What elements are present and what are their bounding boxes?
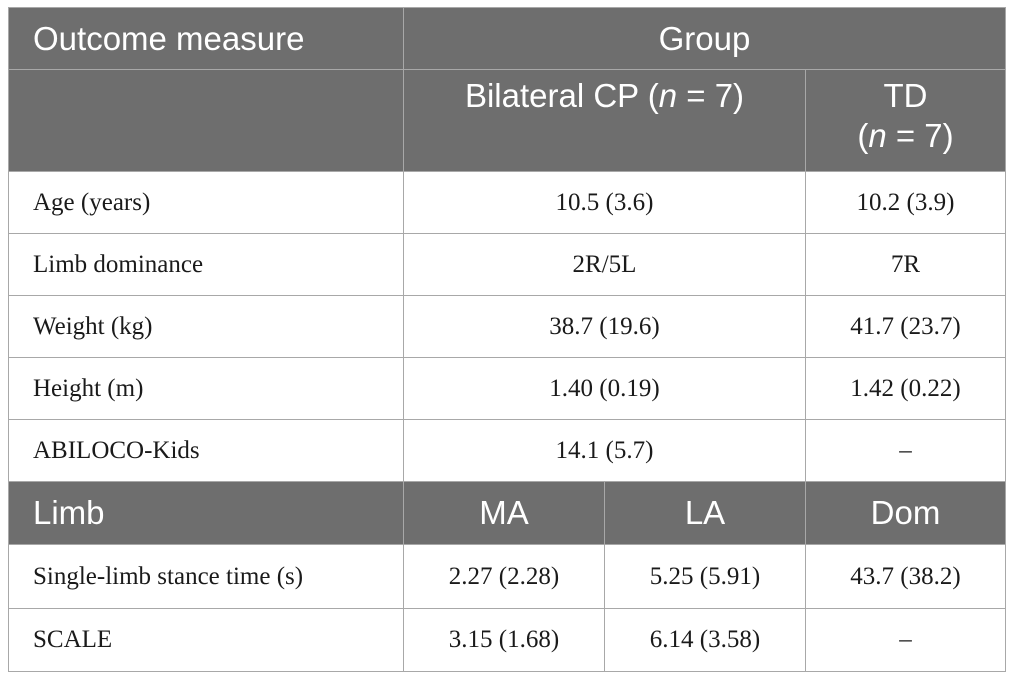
row-label: Limb dominance <box>8 233 404 296</box>
ma-header: MA <box>403 481 605 545</box>
table-row: Single-limb stance time (s) 2.27 (2.28) … <box>8 544 1006 609</box>
row-label: Weight (kg) <box>8 295 404 358</box>
demographics-table: Outcome measure Group Bilateral CP (n = … <box>8 7 1006 672</box>
table-row: Age (years) 10.5 (3.6) 10.2 (3.9) <box>8 171 1006 234</box>
td-value: 1.42 (0.22) <box>805 357 1006 420</box>
table-row: Weight (kg) 38.7 (19.6) 41.7 (23.7) <box>8 295 1006 358</box>
table-row: Height (m) 1.40 (0.19) 1.42 (0.22) <box>8 357 1006 420</box>
td-value: 41.7 (23.7) <box>805 295 1006 358</box>
cp-count: = 7) <box>677 77 745 114</box>
limb-header: Limb <box>8 481 404 545</box>
table-row: SCALE 3.15 (1.68) 6.14 (3.58) – <box>8 608 1006 672</box>
row-label: Age (years) <box>8 171 404 234</box>
td-value: 10.2 (3.9) <box>805 171 1006 234</box>
cp-value: 10.5 (3.6) <box>403 171 806 234</box>
row-label: Height (m) <box>8 357 404 420</box>
td-value: 7R <box>805 233 1006 296</box>
dom-header: Dom <box>805 481 1006 545</box>
bilateral-cp-header: Bilateral CP (n = 7) <box>403 69 806 172</box>
la-value: 6.14 (3.58) <box>604 608 806 672</box>
la-value: 5.25 (5.91) <box>604 544 806 609</box>
row-label: SCALE <box>8 608 404 672</box>
n-symbol: n <box>658 77 678 114</box>
outcome-measure-header: Outcome measure <box>8 7 404 70</box>
cp-value: 2R/5L <box>403 233 806 296</box>
group-header: Group <box>403 7 1006 70</box>
td-n-symbol: n <box>868 117 887 154</box>
header-row-1: Outcome measure Group <box>8 7 1006 70</box>
table-row: ABILOCO-Kids 14.1 (5.7) – <box>8 419 1006 482</box>
cp-value: 14.1 (5.7) <box>403 419 806 482</box>
empty-header-cell <box>8 69 404 172</box>
ma-value: 2.27 (2.28) <box>403 544 605 609</box>
td-header: TD (n = 7) <box>805 69 1006 172</box>
ma-value: 3.15 (1.68) <box>403 608 605 672</box>
td-label: TD <box>883 77 928 114</box>
header-row-2: Bilateral CP (n = 7) TD (n = 7) <box>8 69 1006 172</box>
dom-value: 43.7 (38.2) <box>805 544 1006 609</box>
cp-value: 38.7 (19.6) <box>403 295 806 358</box>
limb-header-row: Limb MA LA Dom <box>8 481 1006 545</box>
td-count-close: = 7) <box>886 117 954 154</box>
row-label: Single-limb stance time (s) <box>8 544 404 609</box>
table-row: Limb dominance 2R/5L 7R <box>8 233 1006 296</box>
dom-value: – <box>805 608 1006 672</box>
row-label: ABILOCO-Kids <box>8 419 404 482</box>
la-header: LA <box>604 481 806 545</box>
cp-label: Bilateral CP ( <box>464 77 659 114</box>
td-count-open: ( <box>857 117 869 154</box>
cp-value: 1.40 (0.19) <box>403 357 806 420</box>
td-value: – <box>805 419 1006 482</box>
